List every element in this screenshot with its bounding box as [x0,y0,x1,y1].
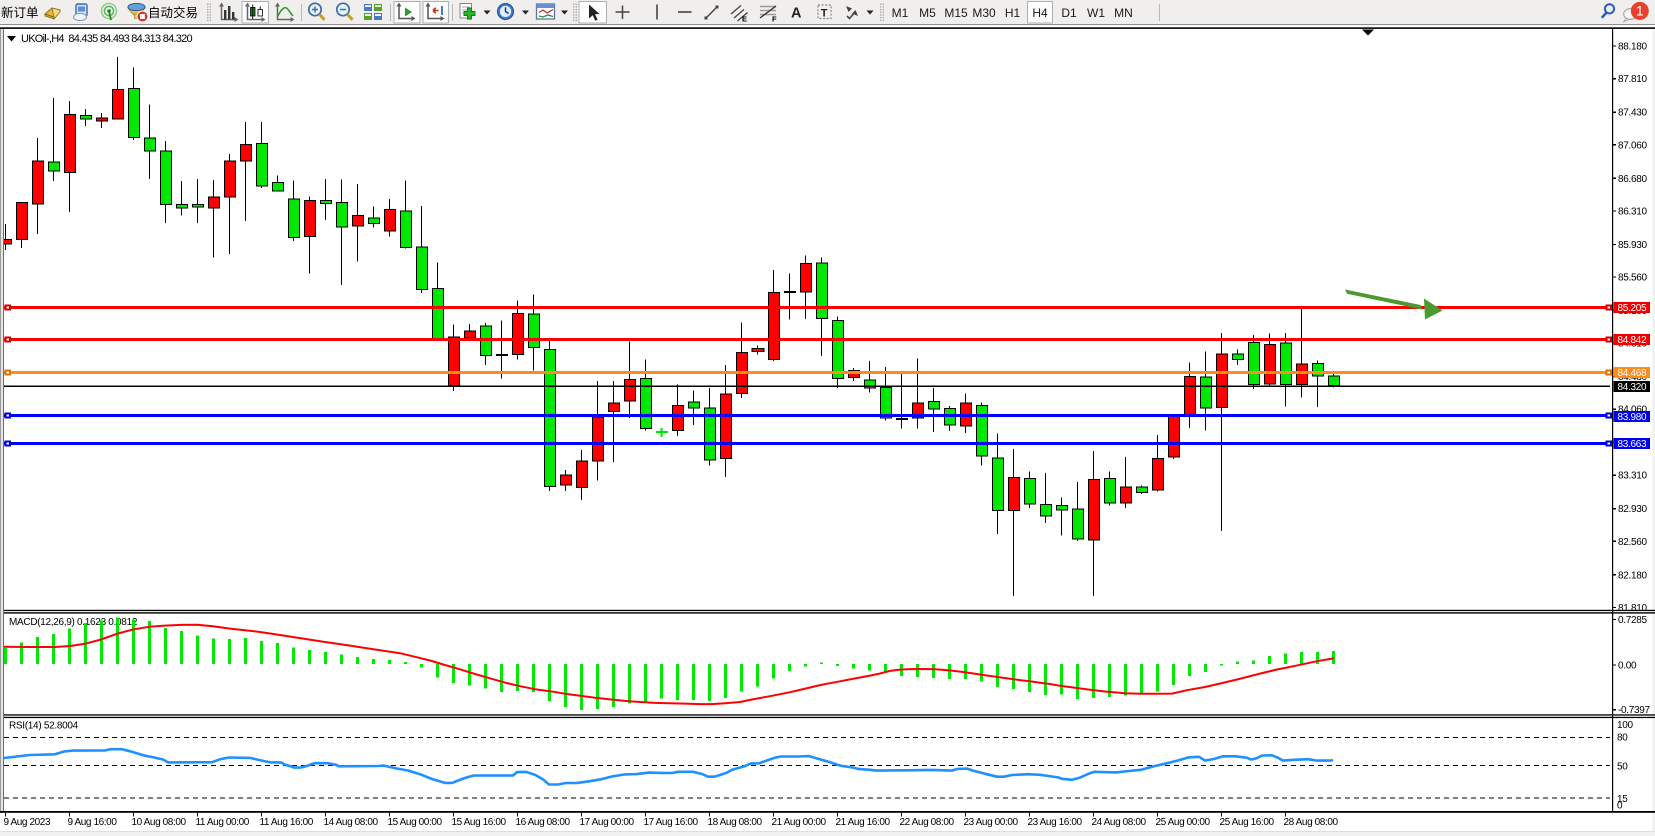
svg-text:28 Aug 08:00: 28 Aug 08:00 [1284,817,1339,828]
svg-text:82.180: 82.180 [1618,570,1648,581]
svg-text:25 Aug 16:00: 25 Aug 16:00 [1220,817,1275,828]
svg-text:83.663: 83.663 [1618,439,1648,450]
svg-text:18 Aug 08:00: 18 Aug 08:00 [708,817,763,828]
svg-text:81.810: 81.810 [1618,603,1648,614]
svg-text:0.00: 0.00 [1618,661,1637,672]
svg-text:10 Aug 08:00: 10 Aug 08:00 [132,817,187,828]
svg-text:22 Aug 08:00: 22 Aug 08:00 [900,817,955,828]
svg-text:0.7285: 0.7285 [1618,615,1648,626]
svg-text:82.930: 82.930 [1618,504,1648,515]
svg-text:86.310: 86.310 [1618,206,1648,217]
svg-text:100: 100 [1617,720,1634,731]
svg-text:UKOil-,H4 84.435 84.493 84.31: UKOil-,H4 84.435 84.493 84.313 84.320 [21,33,192,45]
svg-text:23 Aug 00:00: 23 Aug 00:00 [964,817,1019,828]
svg-text:23 Aug 16:00: 23 Aug 16:00 [1028,817,1083,828]
svg-text:15 Aug 16:00: 15 Aug 16:00 [452,817,507,828]
svg-text:82.560: 82.560 [1618,537,1648,548]
svg-text:85.205: 85.205 [1618,303,1648,314]
svg-text:87.810: 87.810 [1618,74,1648,85]
svg-text:11 Aug 00:00: 11 Aug 00:00 [196,817,250,828]
svg-text:85.930: 85.930 [1618,240,1648,251]
svg-text:50: 50 [1617,761,1628,772]
svg-text:87.430: 87.430 [1618,108,1648,119]
svg-text:17 Aug 16:00: 17 Aug 16:00 [644,817,699,828]
svg-text:84.842: 84.842 [1618,335,1648,346]
svg-text:16 Aug 08:00: 16 Aug 08:00 [516,817,571,828]
svg-text:83.980: 83.980 [1618,412,1648,423]
svg-text:87.060: 87.060 [1618,140,1648,151]
svg-text:86.680: 86.680 [1618,174,1648,185]
svg-text:9 Aug 2023: 9 Aug 2023 [4,817,51,828]
svg-text:17 Aug 00:00: 17 Aug 00:00 [580,817,635,828]
svg-text:84.320: 84.320 [1618,382,1648,393]
svg-text:84.468: 84.468 [1618,368,1648,379]
svg-text:24 Aug 08:00: 24 Aug 08:00 [1092,817,1147,828]
svg-text:25 Aug 00:00: 25 Aug 00:00 [1156,817,1211,828]
svg-text:21 Aug 00:00: 21 Aug 00:00 [772,817,827,828]
svg-text:14 Aug 08:00: 14 Aug 08:00 [324,817,379,828]
svg-text:0: 0 [1617,801,1623,812]
svg-text:RSI(14) 52.8004: RSI(14) 52.8004 [9,721,79,732]
svg-text:85.560: 85.560 [1618,273,1648,284]
svg-text:21 Aug 16:00: 21 Aug 16:00 [836,817,891,828]
svg-text:9 Aug 16:00: 9 Aug 16:00 [68,817,118,828]
svg-text:80: 80 [1617,733,1628,744]
svg-text:15 Aug 00:00: 15 Aug 00:00 [388,817,443,828]
svg-text:-0.7397: -0.7397 [1618,705,1651,716]
svg-text:88.180: 88.180 [1618,42,1648,53]
svg-text:83.310: 83.310 [1618,471,1648,482]
svg-text:11 Aug 16:00: 11 Aug 16:00 [260,817,314,828]
